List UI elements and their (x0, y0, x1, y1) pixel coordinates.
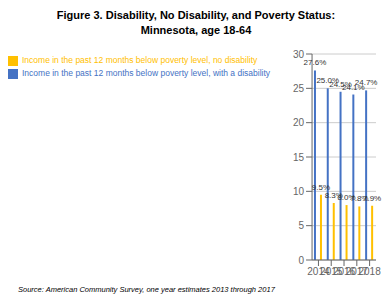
svg-text:10: 10 (293, 186, 305, 197)
svg-text:7.9%: 7.9% (363, 194, 381, 203)
html-text:Income in the past 12 months b: Income in the past 12 months below pover… (22, 55, 258, 65)
svg-text:0: 0 (298, 255, 304, 266)
svg-text:2014: 2014 (307, 266, 330, 278)
html-text:Figure 3. Disability, No Disab: Figure 3. Disability, No Disability, and… (56, 9, 336, 21)
svg-text:25: 25 (293, 83, 305, 94)
html-text:Source: American Community Sur: Source: American Community Survey, one y… (18, 285, 275, 294)
svg-text:15: 15 (293, 152, 305, 163)
svg-text:24.7%: 24.7% (355, 78, 378, 87)
svg-text:9.5%: 9.5% (311, 182, 331, 192)
svg-text:2017: 2017 (345, 266, 368, 278)
svg-text:8.3%: 8.3% (324, 191, 343, 200)
svg-text:25.0%: 25.0% (316, 76, 340, 86)
svg-text:5: 5 (298, 220, 304, 231)
svg-text:2015: 2015 (320, 266, 343, 278)
svg-text:30: 30 (292, 48, 304, 60)
svg-text:27.6%: 27.6% (304, 58, 327, 67)
svg-text:7.8%: 7.8% (350, 194, 369, 204)
svg-text:2018: 2018 (358, 266, 381, 277)
svg-text:20: 20 (293, 117, 305, 128)
svg-text:24.1%: 24.1% (342, 82, 365, 92)
svg-text:24.5%: 24.5% (329, 79, 352, 89)
svg-text:8.0%: 8.0% (337, 193, 356, 203)
svg-text:2016: 2016 (332, 266, 356, 278)
html-text:Income in the past 12 months b: Income in the past 12 months below pover… (22, 68, 270, 78)
html-text:Minnesota, age 18-64: Minnesota, age 18-64 (140, 24, 252, 36)
